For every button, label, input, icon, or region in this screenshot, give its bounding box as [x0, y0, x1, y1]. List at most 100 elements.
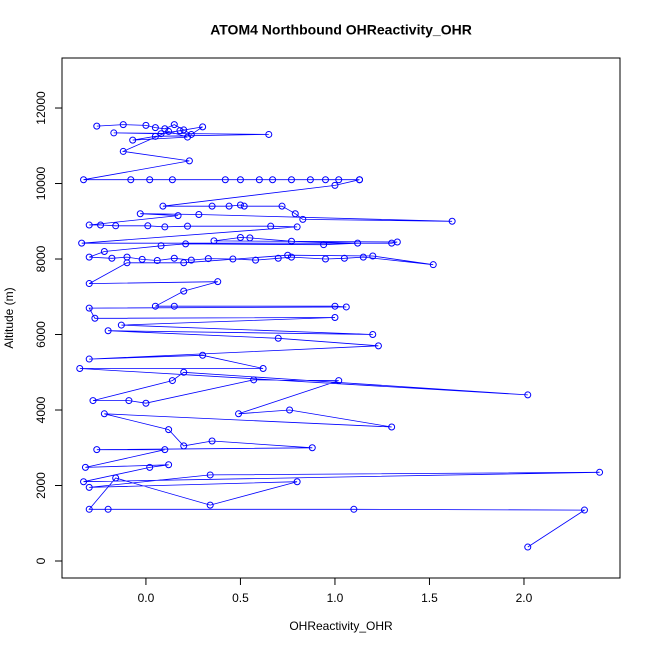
- data-point: [393, 238, 401, 246]
- data-point: [206, 501, 214, 509]
- data-point: [195, 210, 203, 218]
- data-point: [85, 304, 93, 312]
- data-point: [129, 136, 137, 144]
- data-point: [151, 132, 159, 140]
- data-point: [170, 121, 178, 129]
- data-point: [235, 410, 243, 418]
- data-point: [369, 252, 377, 260]
- y-tick-label: 12000: [34, 91, 48, 125]
- data-point: [123, 259, 131, 267]
- data-point: [85, 355, 93, 363]
- data-point: [208, 202, 216, 210]
- data-point: [236, 201, 244, 209]
- x-tick-label: 0.5: [232, 591, 249, 605]
- data-point: [85, 253, 93, 261]
- data-point: [335, 176, 343, 184]
- x-axis-label: OHReactivity_OHR: [289, 619, 393, 633]
- data-point: [142, 121, 150, 129]
- data-point: [350, 505, 358, 513]
- data-point: [286, 406, 294, 414]
- data-point: [342, 303, 350, 311]
- data-point: [144, 222, 152, 230]
- data-point: [199, 123, 207, 131]
- data-point: [146, 176, 154, 184]
- data-point: [85, 221, 93, 229]
- data-point: [214, 278, 222, 286]
- data-point: [89, 397, 97, 405]
- data-point: [236, 233, 244, 241]
- data-point: [356, 176, 364, 184]
- data-point: [127, 176, 135, 184]
- data-point: [236, 176, 244, 184]
- data-point: [151, 124, 159, 132]
- data-point: [331, 314, 339, 322]
- data-point: [78, 239, 86, 247]
- data-point: [80, 478, 88, 486]
- data-point: [229, 255, 237, 263]
- y-axis-label: Altitude (m): [2, 287, 16, 348]
- data-point: [322, 255, 329, 263]
- chart-title: ATOM4 Northbound OHReactivity_OHR: [210, 22, 472, 38]
- data-point: [184, 133, 192, 141]
- data-point: [299, 215, 307, 223]
- data-point: [170, 302, 178, 310]
- data-point: [180, 259, 188, 267]
- data-point: [335, 377, 343, 385]
- y-tick-label: 10000: [34, 167, 48, 201]
- data-point: [161, 446, 169, 454]
- x-tick-label: 2.0: [516, 591, 533, 605]
- data-point: [369, 331, 377, 339]
- data-point: [97, 221, 105, 229]
- data-point: [146, 463, 154, 471]
- data-point: [287, 176, 295, 184]
- data-point: [104, 327, 112, 335]
- data-point: [180, 287, 188, 295]
- data-point: [340, 254, 348, 262]
- data-point: [259, 364, 267, 372]
- plot-frame: [61, 57, 621, 579]
- data-point: [448, 217, 456, 225]
- data-point: [104, 505, 112, 513]
- data-point: [80, 176, 88, 184]
- data-point: [331, 302, 339, 310]
- data-point: [117, 321, 125, 329]
- data-point: [142, 399, 150, 407]
- data-point: [180, 368, 188, 376]
- data-point: [331, 181, 339, 189]
- data-point: [278, 202, 286, 210]
- data-point: [125, 397, 133, 405]
- x-tick-label: 0.0: [138, 591, 155, 605]
- data-point: [322, 176, 329, 184]
- y-tick-label: 4000: [34, 396, 48, 423]
- y-tick-label: 8000: [34, 245, 48, 272]
- data-point: [153, 257, 161, 265]
- data-point: [168, 377, 176, 385]
- data-point: [108, 254, 116, 262]
- data-point: [159, 202, 167, 210]
- data-point: [185, 157, 193, 165]
- data-point: [252, 256, 260, 264]
- data-point: [93, 446, 101, 454]
- data-point: [596, 468, 604, 476]
- data-point: [246, 234, 254, 242]
- data-point: [112, 474, 120, 482]
- data-point: [138, 255, 146, 263]
- data-point: [85, 505, 93, 513]
- data-point: [291, 210, 299, 218]
- data-point: [293, 223, 301, 231]
- data-line: [79, 124, 600, 548]
- data-point: [199, 351, 207, 359]
- data-point: [269, 176, 277, 184]
- data-point: [524, 391, 532, 399]
- data-point: [91, 314, 99, 322]
- x-tick-label: 1.0: [327, 591, 344, 605]
- y-tick-label: 6000: [34, 321, 48, 348]
- data-point: [112, 222, 120, 230]
- data-point: [81, 463, 89, 471]
- data-point: [174, 212, 182, 220]
- data-point: [184, 222, 192, 230]
- data-point: [221, 176, 229, 184]
- y-tick-label: 0: [34, 557, 48, 564]
- data-point: [255, 176, 263, 184]
- data-point: [524, 543, 532, 551]
